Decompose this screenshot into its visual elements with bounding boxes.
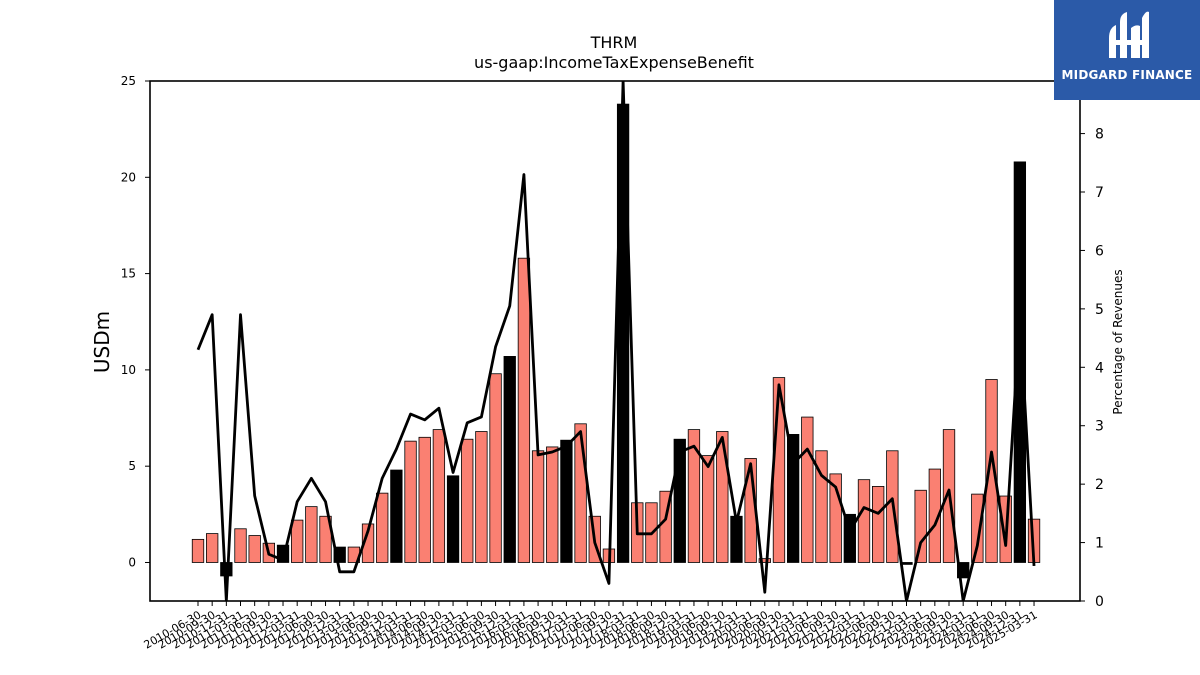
bar xyxy=(815,450,828,563)
bar xyxy=(446,475,460,563)
bar xyxy=(673,438,686,563)
bar xyxy=(758,558,771,563)
bar xyxy=(928,468,941,563)
y2-tick-label: 4 xyxy=(1095,360,1104,376)
bar xyxy=(276,544,290,563)
bar xyxy=(390,469,403,563)
y-tick-label: 5 xyxy=(128,459,136,473)
bar xyxy=(560,439,573,563)
bar xyxy=(687,429,701,563)
bar xyxy=(701,455,715,563)
bar xyxy=(432,429,446,563)
y2-tick-label: 5 xyxy=(1095,302,1104,318)
plot-frame xyxy=(149,80,1081,602)
midgard-logo-icon xyxy=(1109,11,1149,59)
bar xyxy=(489,373,502,563)
logo: MIDGARD FINANCE xyxy=(1054,0,1200,100)
bar xyxy=(248,535,261,563)
bar xyxy=(801,416,814,563)
y-tick-label: 10 xyxy=(121,363,136,377)
bar xyxy=(716,431,729,563)
y-tick-label: 20 xyxy=(121,170,136,184)
y-tick-label: 15 xyxy=(121,267,136,281)
bar xyxy=(475,431,488,563)
y2-axis-label: Percentage of Revenues xyxy=(1111,269,1125,414)
y-tick-label: 0 xyxy=(128,555,136,569)
axes-group: 05101520250123456782010-06-302010-09-302… xyxy=(121,74,1104,652)
bar xyxy=(985,379,998,563)
bar xyxy=(957,562,970,579)
chart-title: THRM xyxy=(590,33,638,52)
bar xyxy=(461,438,474,563)
bar xyxy=(191,538,205,563)
y2-tick-label: 8 xyxy=(1095,127,1104,143)
bar xyxy=(872,486,885,563)
bar xyxy=(404,440,417,563)
bar xyxy=(319,515,332,563)
bar xyxy=(786,434,800,563)
bar xyxy=(857,479,871,563)
bar xyxy=(546,446,559,563)
bar xyxy=(574,423,587,563)
line-group xyxy=(196,81,1036,601)
y-axis-label: USDm xyxy=(90,311,114,373)
bar xyxy=(234,528,247,563)
bar xyxy=(305,506,318,563)
bar xyxy=(971,493,984,563)
bar xyxy=(291,519,304,563)
series-line xyxy=(196,81,1036,601)
bar xyxy=(914,489,927,563)
y2-tick-label: 0 xyxy=(1095,594,1104,610)
bar xyxy=(531,450,545,563)
y-tick-label: 25 xyxy=(121,74,136,88)
y2-tick-label: 6 xyxy=(1095,243,1104,259)
bar xyxy=(1013,161,1027,563)
bar xyxy=(376,492,389,563)
y2-tick-label: 1 xyxy=(1095,536,1104,552)
y2-tick-label: 2 xyxy=(1095,477,1104,493)
bar xyxy=(206,533,219,563)
y2-tick-label: 7 xyxy=(1095,185,1104,201)
bar xyxy=(418,436,431,563)
bar xyxy=(503,356,516,563)
bar xyxy=(333,546,346,563)
bar xyxy=(517,257,531,563)
bar xyxy=(829,473,842,563)
logo-text: MIDGARD FINANCE xyxy=(1061,68,1193,82)
chart-subtitle: us-gaap:IncomeTaxExpenseBenefit xyxy=(474,53,754,72)
y2-tick-label: 3 xyxy=(1095,419,1104,435)
bar xyxy=(843,513,856,563)
